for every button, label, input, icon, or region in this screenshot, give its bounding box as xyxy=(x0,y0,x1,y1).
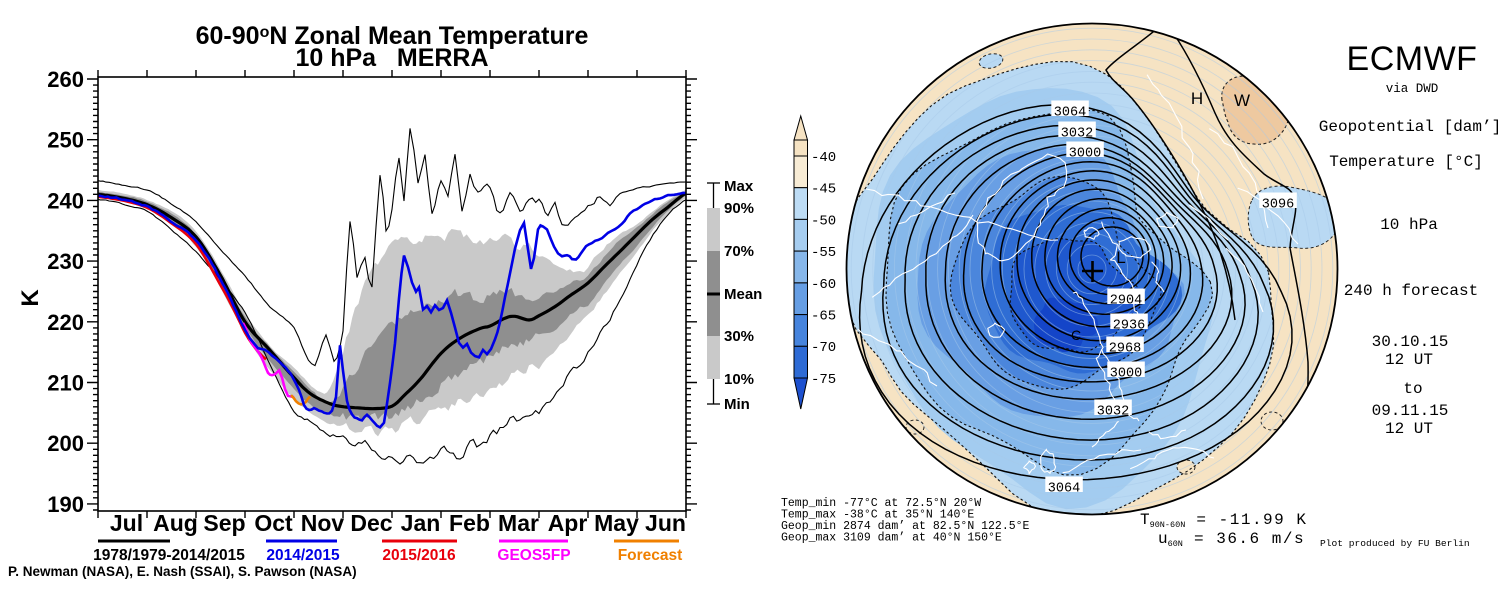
svg-text:Temp_min -77°C at 72.5°N 20°W: Temp_min -77°C at 72.5°N 20°W xyxy=(781,497,981,510)
svg-text:2904: 2904 xyxy=(1110,293,1142,308)
svg-text:250: 250 xyxy=(47,128,84,153)
svg-text:200: 200 xyxy=(47,431,84,456)
svg-text:2015/2016: 2015/2016 xyxy=(382,547,456,564)
svg-text:Nov: Nov xyxy=(301,510,345,536)
svg-text:H: H xyxy=(1191,89,1203,108)
svg-text:1978/1979-2014/2015: 1978/1979-2014/2015 xyxy=(93,547,245,564)
svg-text:Temp_max -38°C at 35°N 140°E: Temp_max -38°C at 35°N 140°E xyxy=(781,509,974,522)
svg-text:L: L xyxy=(1116,248,1125,267)
svg-text:K: K xyxy=(17,289,44,307)
svg-text:Geop_min 2874 dam’ at 82.5°N 1: Geop_min 2874 dam’ at 82.5°N 122.5°E xyxy=(781,520,1030,533)
svg-text:3032: 3032 xyxy=(1061,126,1093,141)
svg-text:Jul: Jul xyxy=(110,510,143,536)
svg-text:May: May xyxy=(594,510,639,536)
svg-text:3000: 3000 xyxy=(1069,146,1101,161)
svg-text:3032: 3032 xyxy=(1097,404,1129,419)
svg-text:-70: -70 xyxy=(811,340,836,356)
svg-text:220: 220 xyxy=(47,310,84,335)
svg-text:via DWD: via DWD xyxy=(1386,82,1439,96)
svg-text:-45: -45 xyxy=(811,182,836,198)
svg-text:190: 190 xyxy=(47,492,84,517)
svg-text:240: 240 xyxy=(47,188,84,213)
svg-text:Geopotential [dam’]: Geopotential [dam’] xyxy=(1319,118,1498,136)
svg-text:3096: 3096 xyxy=(1262,197,1294,212)
svg-text:Aug: Aug xyxy=(153,510,198,536)
svg-text:Mean: Mean xyxy=(724,286,762,303)
svg-text:10 hPa: 10 hPa xyxy=(1380,216,1438,234)
svg-text:2014/2015: 2014/2015 xyxy=(266,547,340,564)
svg-text:70%: 70% xyxy=(724,243,754,260)
svg-text:to: to xyxy=(1403,380,1422,398)
svg-text:2968: 2968 xyxy=(1109,341,1141,356)
svg-text:C: C xyxy=(1071,327,1081,343)
svg-text:12 UT: 12 UT xyxy=(1385,420,1433,438)
svg-text:260: 260 xyxy=(47,67,84,92)
svg-text:Mar: Mar xyxy=(498,510,539,536)
svg-text:Forecast: Forecast xyxy=(618,547,683,564)
svg-text:ECMWF: ECMWF xyxy=(1347,40,1478,78)
svg-text:240 h forecast: 240 h forecast xyxy=(1344,282,1478,300)
svg-text:Temperature [°C]: Temperature [°C] xyxy=(1329,153,1483,171)
svg-text:230: 230 xyxy=(47,249,84,274)
svg-text:Max: Max xyxy=(724,178,754,195)
svg-text:-40: -40 xyxy=(811,150,836,166)
svg-text:Jun: Jun xyxy=(645,510,686,536)
svg-text:90%: 90% xyxy=(724,200,754,217)
svg-text:09.11.15: 09.11.15 xyxy=(1372,402,1449,420)
svg-text:-50: -50 xyxy=(811,213,836,229)
svg-text:Jan: Jan xyxy=(401,510,441,536)
svg-text:12 UT: 12 UT xyxy=(1385,351,1433,369)
svg-text:Oct: Oct xyxy=(254,510,293,536)
svg-text:3000: 3000 xyxy=(1110,366,1142,381)
svg-text:P. Newman (NASA), E. Nash (SSA: P. Newman (NASA), E. Nash (SSAI), S. Paw… xyxy=(8,564,357,579)
svg-text:2936: 2936 xyxy=(1113,318,1145,333)
svg-text:10%: 10% xyxy=(724,371,754,388)
svg-text:Geop_max 3109 dam’ at 40°N 150: Geop_max 3109 dam’ at 40°N 150°E xyxy=(781,532,1002,545)
svg-text:Sep: Sep xyxy=(203,510,245,536)
svg-text:Min: Min xyxy=(724,396,750,413)
svg-text:-75: -75 xyxy=(811,372,836,388)
svg-text:GEOS5FP: GEOS5FP xyxy=(497,547,570,564)
svg-text:10 hPa MERRA: 10 hPa MERRA xyxy=(295,44,488,72)
svg-text:30.10.15: 30.10.15 xyxy=(1372,333,1449,351)
svg-text:-60: -60 xyxy=(811,277,836,293)
svg-text:Dec: Dec xyxy=(350,510,392,536)
svg-text:30%: 30% xyxy=(724,328,754,345)
svg-text:Feb: Feb xyxy=(449,510,490,536)
svg-text:Plot produced by FU Berlin: Plot produced by FU Berlin xyxy=(1320,538,1470,549)
svg-text:W: W xyxy=(1234,91,1250,110)
svg-text:-55: -55 xyxy=(811,245,836,261)
svg-text:210: 210 xyxy=(47,371,84,396)
svg-text:-65: -65 xyxy=(811,309,836,325)
svg-text:3064: 3064 xyxy=(1054,105,1086,120)
svg-text:u60N = 36.6 m/s: u60N = 36.6 m/s xyxy=(1158,530,1305,549)
svg-text:3064: 3064 xyxy=(1048,481,1080,496)
svg-text:Apr: Apr xyxy=(548,510,588,536)
